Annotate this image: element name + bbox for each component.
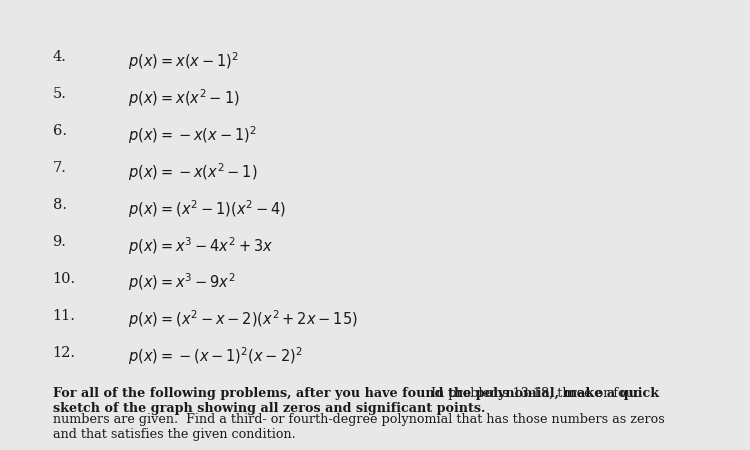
Text: 12.: 12. [53, 346, 76, 360]
Text: $p(x) = x(x - 1)^2$: $p(x) = x(x - 1)^2$ [128, 50, 238, 72]
Text: $p(x) = (x^2 - 1)(x^2 - 4)$: $p(x) = (x^2 - 1)(x^2 - 4)$ [128, 198, 286, 220]
Text: $p(x) = -x(x^2 - 1)$: $p(x) = -x(x^2 - 1)$ [128, 161, 257, 183]
Text: 6.: 6. [53, 124, 67, 138]
Text: 9.: 9. [53, 235, 66, 249]
Text: 11.: 11. [53, 309, 75, 323]
Text: $p(x) = -(x - 1)^2 (x - 2)^2$: $p(x) = -(x - 1)^2 (x - 2)^2$ [128, 346, 302, 367]
Text: $p(x) = x^3 - 9x^2$: $p(x) = x^3 - 9x^2$ [128, 272, 236, 293]
Text: For all of the following problems, after you have found the polynomial, make a q: For all of the following problems, after… [53, 387, 658, 415]
Text: $p(x) = (x^2 - x - 2)(x^2 + 2x - 15)$: $p(x) = (x^2 - x - 2)(x^2 + 2x - 15)$ [128, 309, 358, 330]
Text: numbers are given.  Find a third- or fourth-degree polynomial that has those num: numbers are given. Find a third- or four… [53, 413, 664, 441]
Text: 5.: 5. [53, 87, 66, 101]
Text: 4.: 4. [53, 50, 66, 64]
Text: In problems 13-18, three or four: In problems 13-18, three or four [431, 387, 640, 400]
Text: 7.: 7. [53, 161, 66, 175]
Text: $p(x) = x^3 - 4x^2 + 3x$: $p(x) = x^3 - 4x^2 + 3x$ [128, 235, 273, 256]
Text: 10.: 10. [53, 272, 76, 286]
Text: $p(x) = x(x^2 - 1)$: $p(x) = x(x^2 - 1)$ [128, 87, 239, 109]
Text: $p(x) = -x(x - 1)^2$: $p(x) = -x(x - 1)^2$ [128, 124, 256, 146]
Text: 8.: 8. [53, 198, 67, 212]
